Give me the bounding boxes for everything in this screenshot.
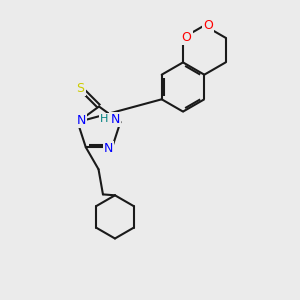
Text: O: O bbox=[182, 31, 191, 44]
Text: N: N bbox=[110, 113, 120, 126]
Text: S: S bbox=[76, 82, 85, 94]
Text: H: H bbox=[100, 114, 108, 124]
Text: N: N bbox=[77, 114, 86, 127]
Text: O: O bbox=[203, 19, 213, 32]
Text: N: N bbox=[103, 142, 113, 155]
